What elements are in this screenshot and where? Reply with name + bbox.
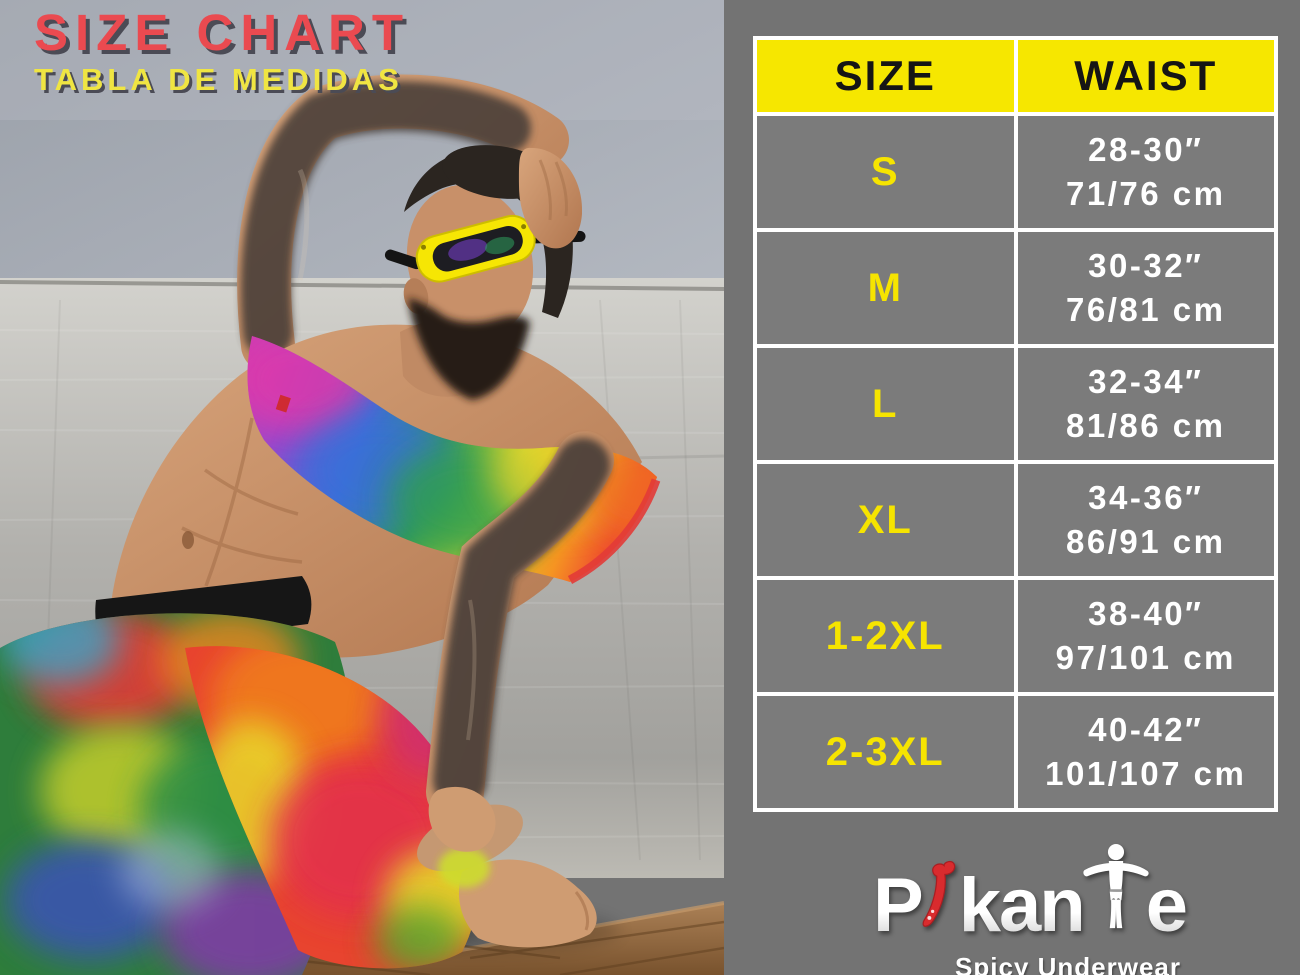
size-cell: L — [753, 344, 1018, 464]
waist-inches: 32-34″ — [1088, 363, 1204, 401]
waist-inches: 30-32″ — [1088, 247, 1204, 285]
beard — [408, 298, 530, 400]
hand-on-ankle — [428, 786, 496, 852]
table-row: 1-2XL 38-40″ 97/101 cm — [753, 576, 1278, 696]
table-row: 2-3XL 40-42″ 101/107 cm — [753, 692, 1278, 812]
waist-cell: 30-32″ 76/81 cm — [1013, 228, 1278, 348]
waist-cm: 76/81 cm — [1066, 291, 1226, 328]
chili-pepper-icon — [922, 853, 958, 942]
waist-cell: 40-42″ 101/107 cm — [1013, 692, 1278, 812]
size-cell: M — [753, 228, 1018, 348]
brand-wordmark: P kan — [872, 837, 1188, 952]
waist-inches: 38-40″ — [1088, 595, 1204, 633]
page-title: SIZE CHART — [34, 4, 410, 61]
table-row: S 28-30″ 71/76 cm — [753, 112, 1278, 232]
waist-cm: 101/107 cm — [1045, 755, 1247, 792]
column-header-size: SIZE — [753, 36, 1018, 116]
page-subtitle: TABLA DE MEDIDAS — [34, 61, 403, 97]
brand-logo: P kan — [872, 837, 1188, 975]
column-header-waist: WAIST — [1013, 36, 1278, 116]
size-cell: 1-2XL — [753, 576, 1018, 696]
table-header-row: SIZE WAIST — [753, 36, 1278, 116]
model-figure — [0, 74, 661, 975]
size-cell: S — [753, 112, 1018, 232]
waist-inches: 28-30″ — [1088, 131, 1204, 169]
waist-cm: 86/91 cm — [1066, 523, 1226, 560]
size-cell: 2-3XL — [753, 692, 1018, 812]
arm-tattoo-sleeve — [241, 81, 531, 357]
waist-cm: 81/86 cm — [1066, 407, 1226, 444]
forearm-tattoo — [433, 438, 610, 807]
waist-cell: 32-34″ 81/86 cm — [1013, 344, 1278, 464]
waist-cm: 71/76 cm — [1066, 175, 1226, 212]
logo-letter-e: e — [1146, 867, 1188, 952]
man-figure-icon — [1082, 837, 1150, 942]
size-table-container: SIZE WAIST S 28-30″ 71/76 cm M 30-32″ 7 — [753, 36, 1278, 812]
logo-letter-p: P — [873, 867, 924, 952]
waist-cell: 38-40″ 97/101 cm — [1013, 576, 1278, 696]
size-table: SIZE WAIST S 28-30″ 71/76 cm M 30-32″ 7 — [753, 36, 1278, 812]
logo-letter-kan: kan — [959, 867, 1086, 952]
model-photo — [0, 0, 724, 975]
waist-inches: 34-36″ — [1088, 479, 1204, 517]
table-row: M 30-32″ 76/81 cm — [753, 228, 1278, 348]
waist-inches: 40-42″ — [1088, 711, 1204, 749]
table-row: L 32-34″ 81/86 cm — [753, 344, 1278, 464]
waist-cm: 97/101 cm — [1055, 639, 1236, 676]
table-row: XL 34-36″ 86/91 cm — [753, 460, 1278, 580]
size-cell: XL — [753, 460, 1018, 580]
waist-cell: 34-36″ 86/91 cm — [1013, 460, 1278, 580]
brand-tagline: Spicy Underwear — [955, 952, 1181, 975]
title-block: SIZE CHART TABLA DE MEDIDAS — [34, 6, 410, 96]
waist-cell: 28-30″ 71/76 cm — [1013, 112, 1278, 232]
